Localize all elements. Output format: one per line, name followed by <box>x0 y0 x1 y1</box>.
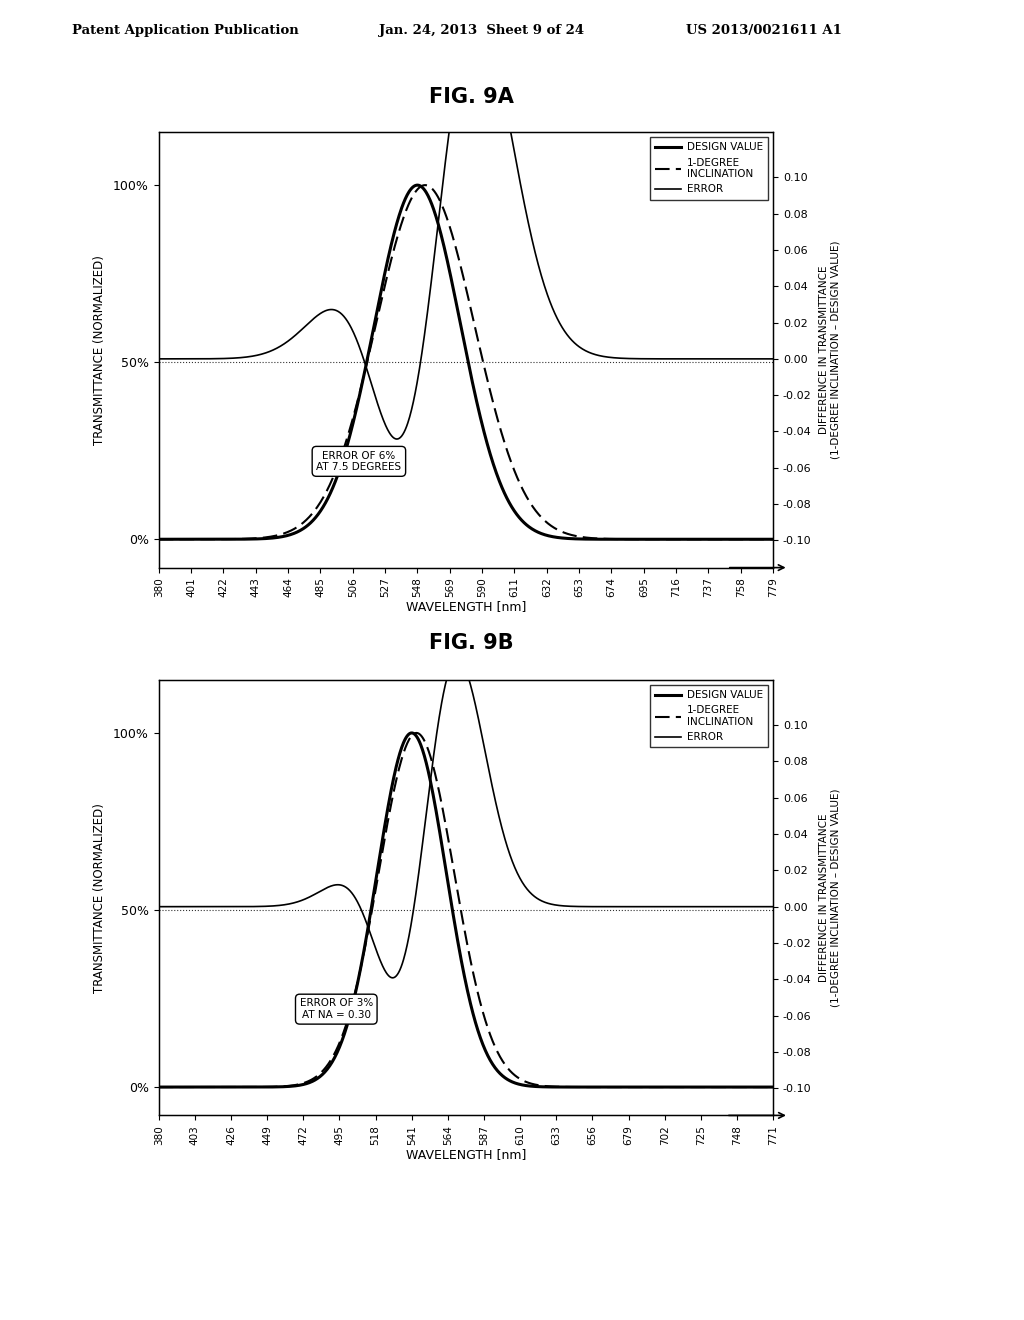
Text: Patent Application Publication: Patent Application Publication <box>72 24 298 37</box>
X-axis label: WAVELENGTH [nm]: WAVELENGTH [nm] <box>406 1148 526 1160</box>
Y-axis label: TRANSMITTANCE (NORMALIZED): TRANSMITTANCE (NORMALIZED) <box>93 255 106 445</box>
Text: FIG. 9A: FIG. 9A <box>429 87 513 107</box>
Text: Jan. 24, 2013  Sheet 9 of 24: Jan. 24, 2013 Sheet 9 of 24 <box>379 24 584 37</box>
X-axis label: WAVELENGTH [nm]: WAVELENGTH [nm] <box>406 601 526 612</box>
Legend: DESIGN VALUE, 1-DEGREE
INCLINATION, ERROR: DESIGN VALUE, 1-DEGREE INCLINATION, ERRO… <box>650 137 768 199</box>
Text: US 2013/0021611 A1: US 2013/0021611 A1 <box>686 24 842 37</box>
Legend: DESIGN VALUE, 1-DEGREE
INCLINATION, ERROR: DESIGN VALUE, 1-DEGREE INCLINATION, ERRO… <box>650 685 768 747</box>
Y-axis label: DIFFERENCE IN TRANSMITTANCE
(1-DEGREE INCLINATION – DESIGN VALUE): DIFFERENCE IN TRANSMITTANCE (1-DEGREE IN… <box>818 240 840 459</box>
Y-axis label: TRANSMITTANCE (NORMALIZED): TRANSMITTANCE (NORMALIZED) <box>93 803 106 993</box>
Text: FIG. 9B: FIG. 9B <box>429 634 513 653</box>
Text: ERROR OF 3%
AT NA = 0.30: ERROR OF 3% AT NA = 0.30 <box>300 998 373 1020</box>
Y-axis label: DIFFERENCE IN TRANSMITTANCE
(1-DEGREE INCLINATION – DESIGN VALUE): DIFFERENCE IN TRANSMITTANCE (1-DEGREE IN… <box>818 788 840 1007</box>
Text: ERROR OF 6%
AT 7.5 DEGREES: ERROR OF 6% AT 7.5 DEGREES <box>316 450 401 473</box>
